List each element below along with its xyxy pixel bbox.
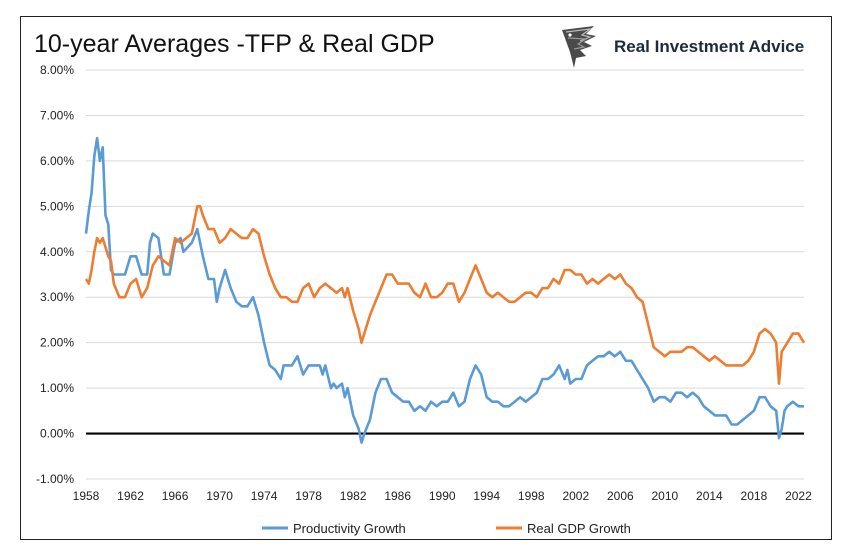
- x-tick-label: 2018: [741, 489, 768, 503]
- x-axis: 1958 1962 1966 1970 1974 1978 1982 1986 1990 1994…: [73, 489, 812, 503]
- series-line-1: [84, 205, 806, 385]
- y-tick-label: 1.00%: [40, 381, 74, 395]
- x-tick-label: 1998: [518, 489, 545, 503]
- x-tick-label: 1974: [251, 489, 278, 503]
- y-axis: -1.00% 0.00% 1.00% 2.00% 3.00% 4.00% 5.00% 6.00…: [36, 63, 74, 486]
- legend-label: Real GDP Growth: [527, 521, 631, 536]
- x-tick-label: 1970: [206, 489, 233, 503]
- eagle-head-logo-icon: [562, 26, 596, 68]
- x-tick-label: 2010: [652, 489, 679, 503]
- y-tick-label: -1.00%: [36, 472, 74, 486]
- series-lines: [84, 136, 806, 444]
- y-tick-label: 7.00%: [40, 108, 74, 122]
- x-tick-label: 1986: [384, 489, 411, 503]
- y-tick-label: 0.00%: [40, 427, 74, 441]
- x-tick-label: 1990: [429, 489, 456, 503]
- y-tick-label: 3.00%: [40, 290, 74, 304]
- x-tick-label: 1962: [117, 489, 144, 503]
- series-line-0: [84, 136, 804, 444]
- y-tick-label: 2.00%: [40, 336, 74, 350]
- x-tick-label: 2022: [785, 489, 812, 503]
- x-tick-label: 1994: [473, 489, 500, 503]
- x-tick-label: 1958: [73, 489, 100, 503]
- x-tick-label: 2002: [562, 489, 589, 503]
- y-tick-label: 6.00%: [40, 154, 74, 168]
- legend: Productivity Growth Real GDP Growth: [262, 521, 631, 536]
- legend-label: Productivity Growth: [293, 521, 406, 536]
- y-tick-label: 8.00%: [40, 63, 74, 77]
- brand-name: Real Investment Advice: [614, 37, 805, 56]
- x-tick-label: 2014: [696, 489, 723, 503]
- y-tick-label: 5.00%: [40, 199, 74, 213]
- x-tick-label: 1982: [340, 489, 367, 503]
- y-tick-label: 4.00%: [40, 245, 74, 259]
- gridlines: [86, 69, 804, 480]
- x-tick-label: 2006: [607, 489, 634, 503]
- x-tick-label: 1978: [295, 489, 322, 503]
- x-tick-label: 1966: [162, 489, 189, 503]
- chart-frame: [20, 16, 832, 540]
- chart-title: 10-year Averages -TFP & Real GDP: [34, 30, 435, 58]
